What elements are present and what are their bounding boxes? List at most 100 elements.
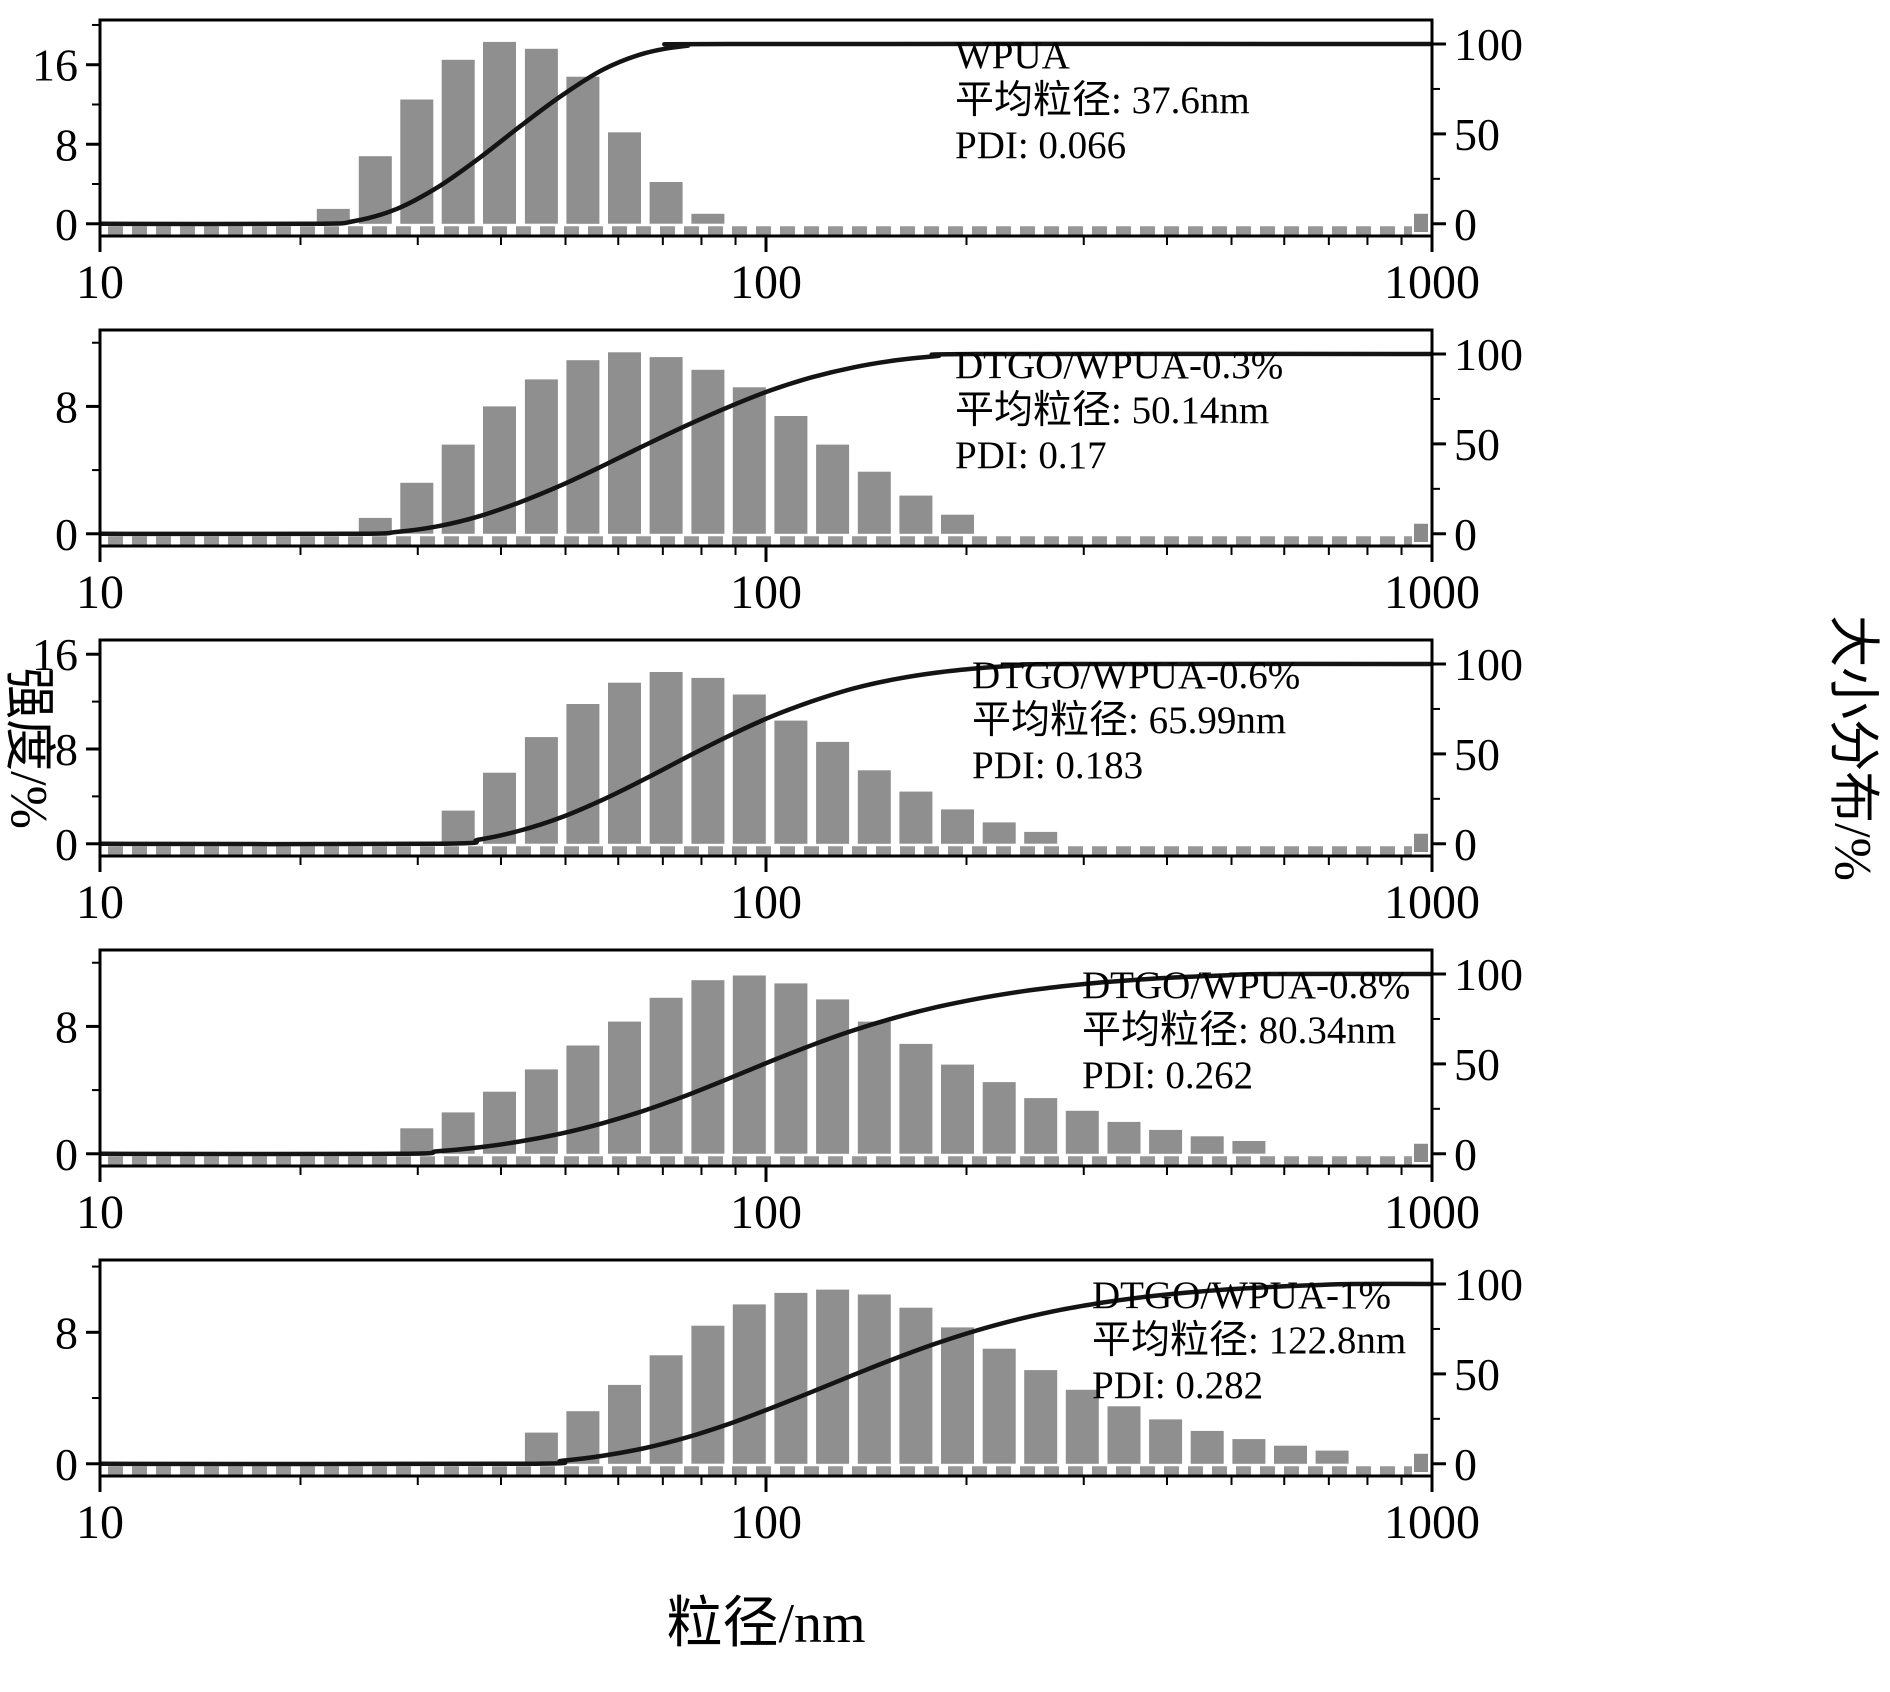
histogram-bar [1274,1445,1307,1464]
dls-panel-3: 0 8 16 0 50 100 10 100 1000 DTGO/WPUA-0.6%平均粒径: 6… [32,634,1523,929]
histogram-bar [1232,1439,1266,1464]
end-bar [1414,833,1428,852]
histogram-bar [1024,1098,1058,1154]
annotation-line: DTGO/WPUA-0.3% [955,344,1283,387]
left-y-axis-title: 强度/% [0,667,57,829]
right-tick-label: 50 [1454,1349,1500,1400]
x-tick-label: 1000 [1384,876,1480,929]
y-tick-label: 0 [55,199,78,250]
histogram-bar [441,59,475,224]
histogram-bar [982,822,1016,844]
histogram-bar [608,1021,641,1154]
histogram-bar [316,208,350,224]
histogram-bar [732,387,766,534]
annotation-line: WPUA [955,34,1070,77]
y-tick-label: 0 [55,819,78,870]
histogram-bar [691,1325,725,1464]
annotation-line: PDI: 0.183 [972,744,1143,787]
x-tick-label: 100 [730,256,802,309]
histogram-bar [732,1304,766,1464]
histogram-bar [941,1327,974,1464]
x-tick-label: 100 [730,566,802,619]
histogram-bar [816,741,850,844]
y-tick-label: 0 [55,1129,78,1180]
right-tick-label: 0 [1454,1439,1477,1490]
histogram-bar [941,809,974,844]
dls-panel-2: 0 8 0 50 100 10 100 1000 DTGO/WPUA-0.3%平均粒径: 50.… [55,328,1523,619]
histogram-bar [982,1348,1016,1464]
right-tick-label: 0 [1454,819,1477,870]
histogram-bar [982,1082,1016,1154]
right-tick-label: 0 [1454,1129,1477,1180]
histogram-bar [899,791,933,844]
histogram-bar [524,48,558,224]
right-tick-label: 0 [1454,509,1477,560]
annotation-line: 平均粒径: 80.34nm [1082,1009,1396,1052]
annotation-line: PDI: 0.066 [955,124,1126,167]
cumulative-curve [99,661,1433,847]
cumulative-curve [99,971,1433,1157]
histogram-bar [732,694,766,844]
right-tick-label: 50 [1454,1039,1500,1090]
y-tick-label: 8 [55,1001,78,1052]
cumulative-curve [99,351,1433,537]
histogram-bar [899,1307,933,1464]
histogram-bar [400,482,434,534]
histogram-bar [566,704,600,844]
right-tick-label: 100 [1454,639,1523,690]
x-tick-label: 100 [730,1186,802,1239]
right-tick-label: 100 [1454,329,1523,380]
annotation-line: 平均粒径: 37.6nm [955,79,1250,122]
annotation-line: PDI: 0.282 [1092,1364,1263,1407]
y-tick-label: 8 [55,119,78,170]
x-tick-label: 1000 [1384,256,1480,309]
histogram-bar [941,514,974,534]
end-bar [1414,1453,1428,1472]
histogram-bar [608,682,641,844]
annotation-line: DTGO/WPUA-0.6% [972,654,1300,697]
histogram-bar [816,999,850,1154]
x-tick-label: 100 [730,876,802,929]
histogram-bar [899,495,933,534]
histogram-bar [1107,1121,1141,1154]
histogram-bar [1149,1419,1183,1464]
histogram-bar [358,517,392,534]
annotation-line: 平均粒径: 50.14nm [955,389,1269,432]
histogram-bar [691,369,725,534]
x-tick-label: 10 [76,1496,124,1549]
histogram-bar [774,983,808,1154]
right-tick-label: 0 [1454,199,1477,250]
x-tick-label: 1000 [1384,566,1480,619]
end-bar [1414,523,1428,542]
y-tick-label: 8 [55,1307,78,1358]
x-tick-label: 10 [76,566,124,619]
y-tick-label: 0 [55,509,78,560]
dls-panel-4: 0 8 0 50 100 10 100 1000 DTGO/WPUA-0.8%平均粒径: 80.… [55,948,1523,1239]
annotation-line: 平均粒径: 122.8nm [1092,1319,1406,1362]
right-tick-label: 50 [1454,109,1500,160]
y-tick-label: 8 [55,381,78,432]
annotation-line: PDI: 0.262 [1082,1054,1253,1097]
right-tick-label: 50 [1454,729,1500,780]
histogram-bar [899,1043,933,1154]
histogram-bar [1107,1406,1141,1464]
y-tick-label: 16 [32,634,78,680]
histogram-bar [608,132,641,224]
histogram-bar [649,672,683,844]
histogram-bar [774,1292,808,1464]
histogram-bar [857,1294,891,1464]
right-tick-label: 50 [1454,419,1500,470]
histogram-bar [649,997,683,1154]
right-y-axis-title: 大小分布/% [1823,615,1881,881]
annotation-line: PDI: 0.17 [955,434,1107,477]
histogram-bar [1065,1110,1099,1154]
histogram-bar [608,352,641,534]
histogram-bar [1190,1136,1224,1154]
histogram-bar [1024,1370,1058,1464]
right-tick-label: 100 [1454,1259,1523,1310]
panel-frame [98,18,1434,238]
cumulative-curve [99,1281,1433,1467]
end-bar [1414,213,1428,232]
histogram-bar [691,677,725,844]
